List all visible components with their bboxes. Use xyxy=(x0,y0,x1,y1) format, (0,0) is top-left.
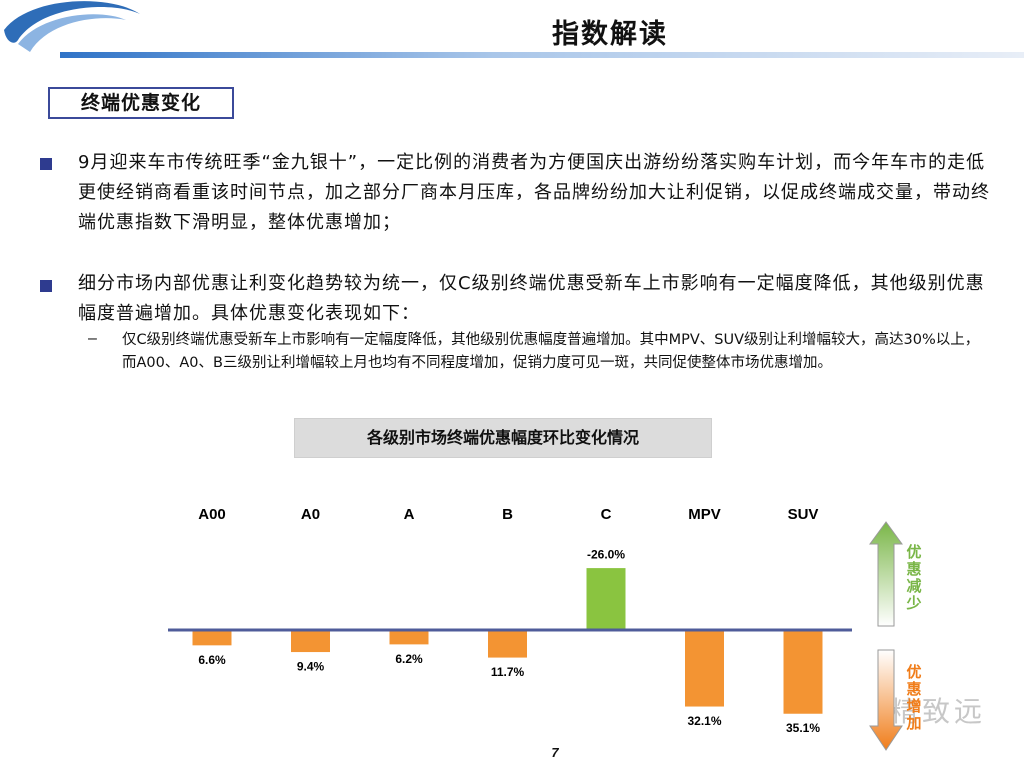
page-title: 指数解读 xyxy=(552,19,668,50)
value-label: -26.0% xyxy=(587,548,625,562)
bullet-square-icon xyxy=(40,280,52,292)
arrow-down-icon xyxy=(869,649,903,751)
header-rule xyxy=(60,52,1024,58)
chart-title: 各级别市场终端优惠幅度环比变化情况 xyxy=(294,418,712,458)
section-label: 终端优惠变化 xyxy=(48,87,234,119)
category-label: SUV xyxy=(788,506,819,523)
category-label: A0 xyxy=(301,506,320,523)
category-label: A00 xyxy=(198,506,226,523)
bar-c xyxy=(585,567,627,631)
bullet-square-icon xyxy=(40,158,52,170)
value-label: 35.1% xyxy=(786,721,820,735)
indicator-label-decrease: 优惠减少 xyxy=(906,543,922,612)
value-label: 6.6% xyxy=(198,653,226,667)
page-number: 7 xyxy=(551,745,559,760)
value-label: 6.2% xyxy=(395,652,423,666)
logo-swoosh-inner xyxy=(18,14,126,52)
bullet-paragraph-1: 9月迎来车市传统旺季“金九银十”，一定比例的消费者为方便国庆出游纷纷落实购车计划… xyxy=(78,152,990,233)
sub-bullet-dash: – xyxy=(88,330,97,347)
bar-a xyxy=(388,629,430,646)
bar-b xyxy=(487,629,528,659)
category-label: B xyxy=(502,506,513,523)
category-label: A xyxy=(404,506,415,523)
bar-a00 xyxy=(191,629,233,647)
logo-swoosh xyxy=(4,1,140,43)
bar-suv xyxy=(782,629,824,715)
indicator-label-increase: 优惠增加 xyxy=(906,663,922,732)
category-label: C xyxy=(601,506,612,523)
bullet-paragraph-2: 细分市场内部优惠让利变化趋势较为统一，仅C级别终端优惠受新车上市影响有一定幅度降… xyxy=(78,273,985,324)
arrow-up-icon xyxy=(869,521,903,627)
bar-mpv xyxy=(684,629,725,708)
category-label: MPV xyxy=(688,506,721,523)
sub-bullet-paragraph: 仅C级别终端优惠受新车上市影响有一定幅度降低，其他级别优惠幅度普遍增加。其中MP… xyxy=(122,332,980,371)
value-label: 11.7% xyxy=(491,665,525,679)
value-label: 32.1% xyxy=(687,714,721,728)
value-label: 9.4% xyxy=(297,660,325,674)
bar-a0 xyxy=(290,629,331,654)
watermark: 精致远 xyxy=(890,695,987,728)
header-decoration xyxy=(4,1,1024,58)
